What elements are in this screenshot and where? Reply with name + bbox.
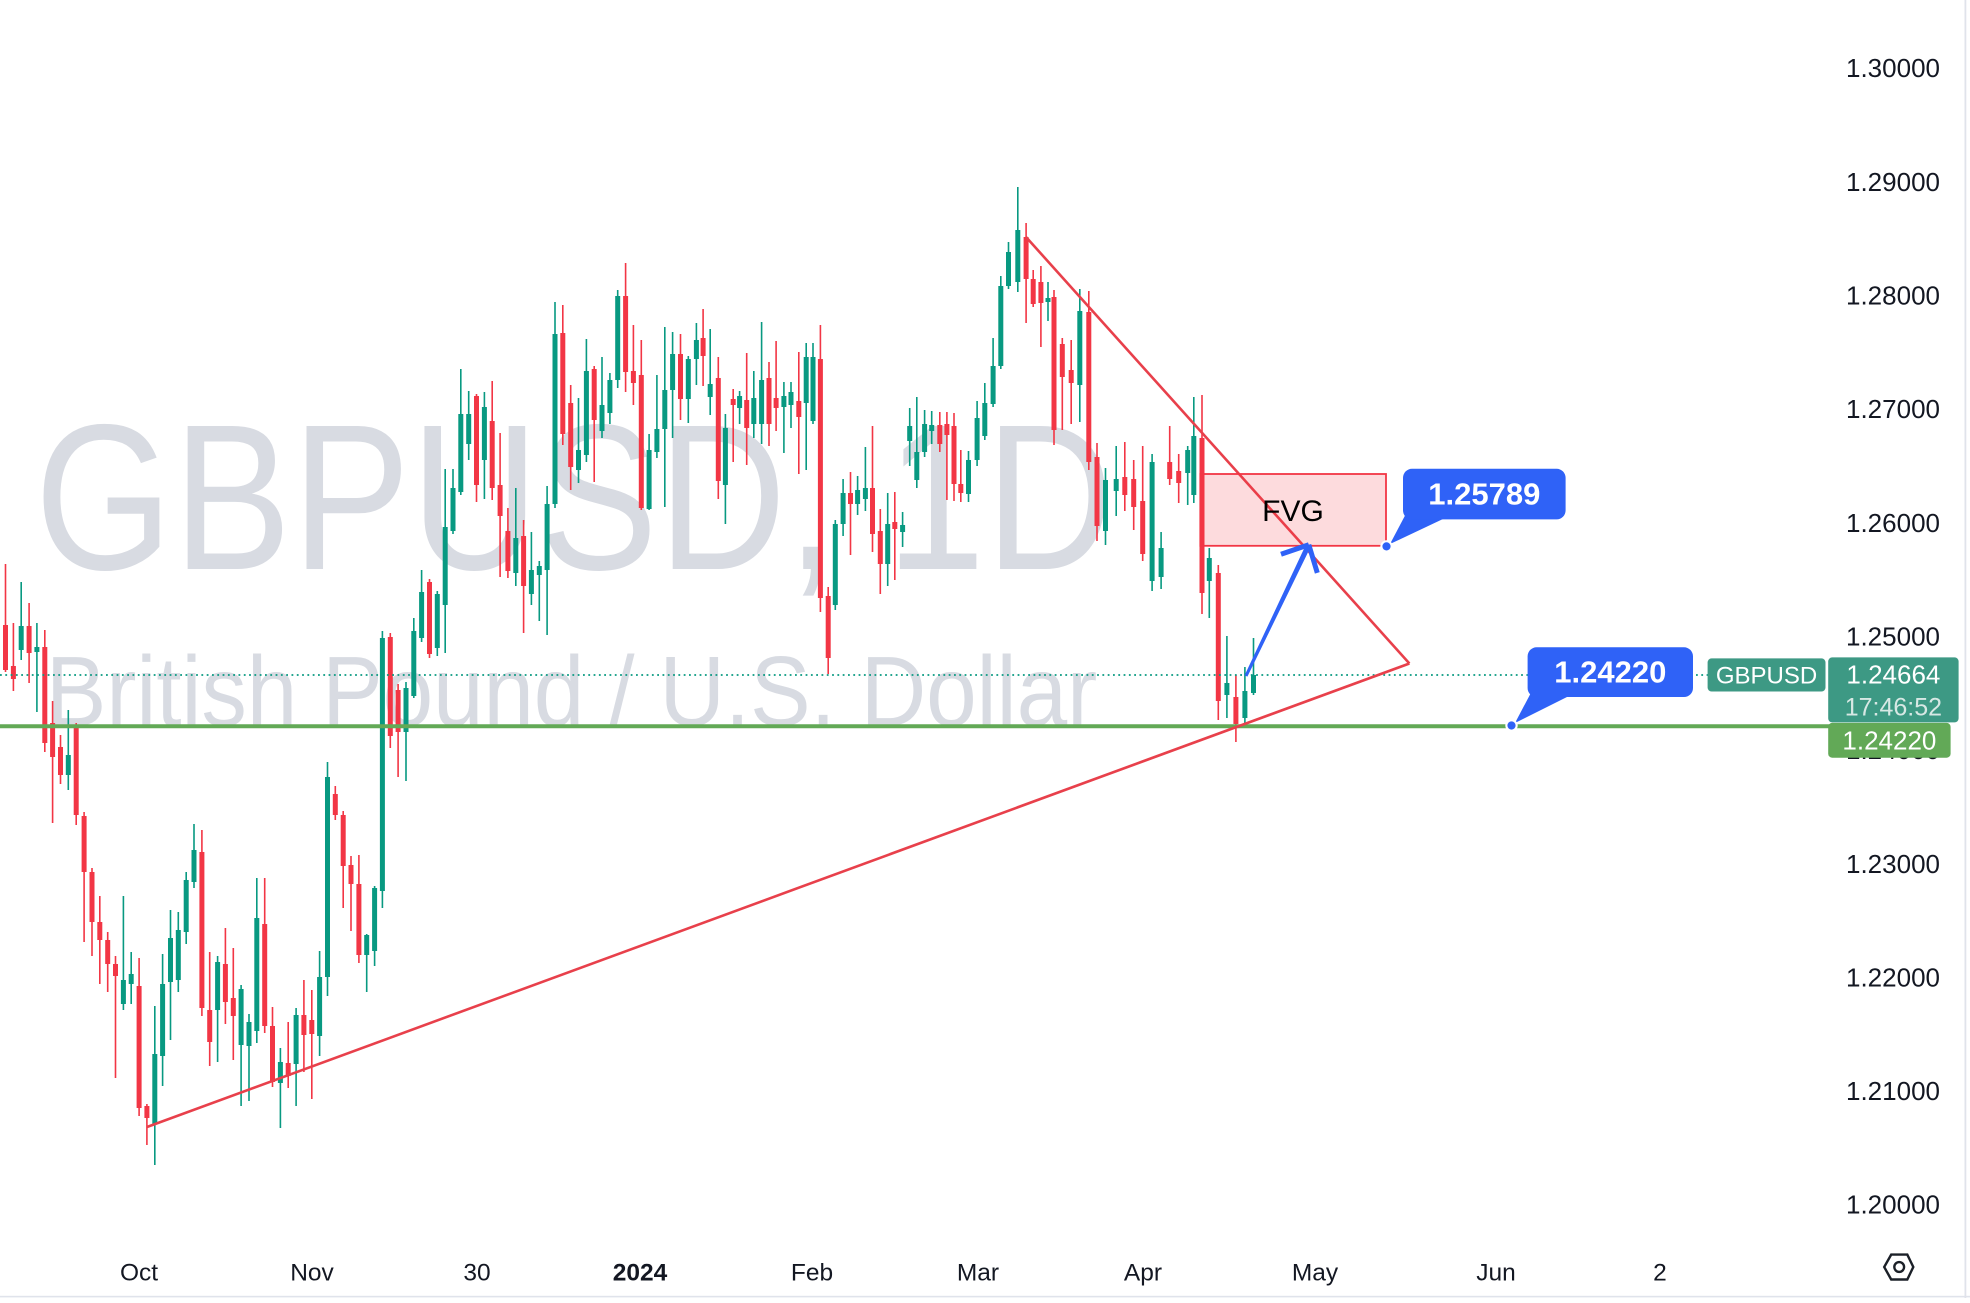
svg-text:1.20000: 1.20000 [1846, 1190, 1940, 1220]
svg-text:Nov: Nov [290, 1260, 334, 1287]
svg-text:1.25000: 1.25000 [1846, 622, 1940, 652]
svg-text:Mar: Mar [957, 1260, 999, 1287]
svg-text:1.27000: 1.27000 [1846, 394, 1940, 424]
svg-text:Feb: Feb [791, 1260, 833, 1287]
svg-text:30: 30 [463, 1260, 490, 1287]
svg-text:2024: 2024 [613, 1260, 668, 1287]
svg-text:May: May [1292, 1260, 1339, 1287]
svg-text:1.24220: 1.24220 [1842, 726, 1936, 756]
svg-text:1.23000: 1.23000 [1846, 849, 1940, 879]
svg-text:FVG: FVG [1262, 495, 1324, 528]
svg-text:Apr: Apr [1124, 1260, 1162, 1287]
svg-text:1.26000: 1.26000 [1846, 508, 1940, 538]
svg-text:British Pound / U.S. Dollar: British Pound / U.S. Dollar [46, 637, 1098, 747]
svg-text:1.30000: 1.30000 [1846, 53, 1940, 83]
svg-text:1.21000: 1.21000 [1846, 1076, 1940, 1106]
svg-text:1.24664: 1.24664 [1846, 659, 1940, 689]
svg-text:Jun: Jun [1476, 1260, 1516, 1287]
svg-text:1.25789: 1.25789 [1428, 477, 1540, 512]
svg-text:1.22000: 1.22000 [1846, 963, 1940, 993]
svg-text:17:46:52: 17:46:52 [1845, 694, 1942, 722]
svg-text:2: 2 [1653, 1260, 1667, 1287]
svg-text:Oct: Oct [120, 1260, 158, 1287]
svg-text:GBPUSD, 1D: GBPUSD, 1D [35, 381, 1114, 613]
svg-text:GBPUSD: GBPUSD [1716, 663, 1817, 690]
svg-text:1.28000: 1.28000 [1846, 281, 1940, 311]
svg-text:1.29000: 1.29000 [1846, 167, 1940, 197]
svg-text:1.24220: 1.24220 [1554, 655, 1666, 690]
